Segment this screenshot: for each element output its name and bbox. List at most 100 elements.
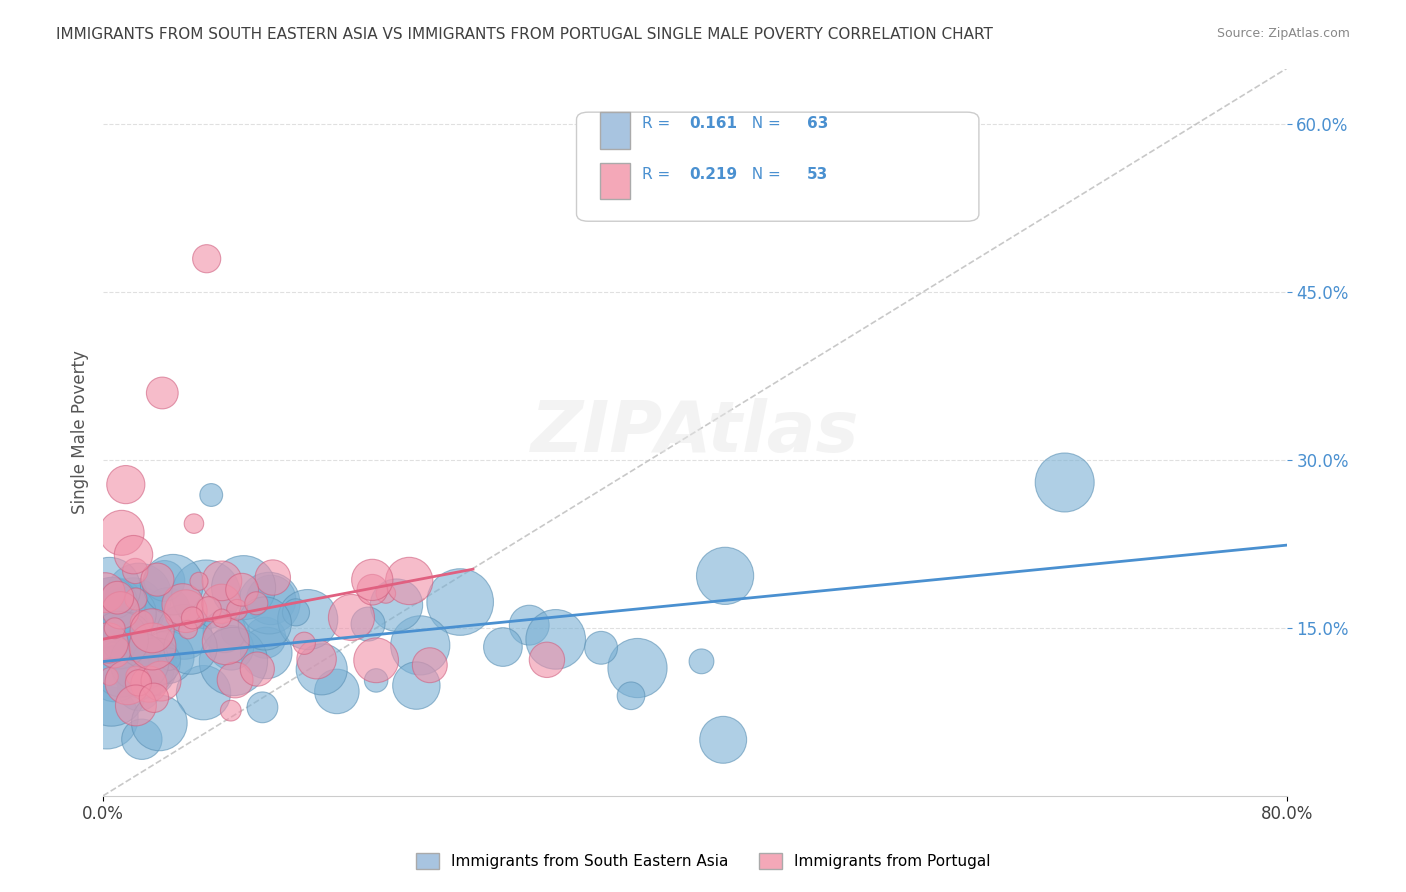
Point — [311, 662, 333, 676]
Point — [108, 633, 131, 648]
Point — [150, 674, 173, 689]
Point — [156, 603, 179, 617]
Point — [211, 611, 233, 625]
Point — [138, 677, 160, 691]
Point — [179, 640, 201, 655]
Text: Source: ZipAtlas.com: Source: ZipAtlas.com — [1216, 27, 1350, 40]
Point — [711, 732, 734, 747]
Text: N =: N = — [742, 167, 786, 182]
Point — [366, 673, 388, 688]
Point — [122, 615, 145, 630]
Point — [162, 577, 184, 591]
Point — [122, 602, 145, 616]
Point — [150, 386, 173, 401]
Point — [143, 690, 166, 705]
Point — [115, 631, 138, 645]
Point — [222, 655, 245, 669]
Point — [131, 615, 153, 629]
Point — [361, 573, 384, 587]
Point — [492, 640, 515, 654]
Point — [97, 636, 120, 650]
Point — [124, 669, 146, 683]
Point — [252, 700, 274, 714]
Point — [193, 686, 215, 700]
Point — [626, 661, 648, 675]
Point — [297, 613, 319, 627]
Point — [215, 634, 238, 648]
Point — [124, 564, 146, 578]
Point — [104, 666, 127, 681]
Text: IMMIGRANTS FROM SOUTH EASTERN ASIA VS IMMIGRANTS FROM PORTUGAL SINGLE MALE POVER: IMMIGRANTS FROM SOUTH EASTERN ASIA VS IM… — [56, 27, 993, 42]
Point — [110, 603, 132, 617]
FancyBboxPatch shape — [576, 112, 979, 221]
Point — [125, 698, 148, 713]
Point — [398, 574, 420, 588]
Point — [159, 652, 181, 666]
Point — [153, 644, 176, 658]
Point — [200, 488, 222, 502]
Point — [104, 621, 127, 635]
Point — [449, 595, 471, 609]
Point — [98, 582, 121, 596]
Point — [125, 592, 148, 607]
Point — [131, 732, 153, 747]
Point — [620, 689, 643, 703]
Point — [131, 659, 153, 673]
Point — [174, 604, 197, 618]
Point — [156, 650, 179, 665]
Point — [226, 603, 249, 617]
Point — [305, 652, 328, 666]
Point — [253, 616, 276, 631]
Point — [172, 598, 194, 612]
Point — [224, 673, 246, 687]
Point — [114, 477, 136, 491]
Point — [254, 631, 277, 645]
Text: 63: 63 — [807, 116, 828, 131]
Point — [128, 681, 150, 696]
Point — [536, 653, 558, 667]
Point — [260, 593, 283, 607]
Point — [544, 632, 567, 647]
Point — [122, 548, 145, 562]
Point — [257, 596, 280, 610]
Point — [128, 589, 150, 603]
Point — [366, 653, 388, 667]
Text: 53: 53 — [807, 167, 828, 182]
Point — [198, 602, 221, 616]
Point — [405, 679, 427, 693]
Text: R =: R = — [641, 116, 675, 131]
Point — [125, 641, 148, 656]
Point — [141, 624, 163, 638]
Bar — [600, 163, 630, 200]
Point — [326, 684, 349, 698]
Point — [127, 676, 149, 690]
Point — [409, 639, 432, 653]
Point — [211, 597, 233, 611]
Point — [181, 611, 204, 625]
Point — [141, 640, 163, 654]
Point — [118, 607, 141, 621]
Point — [340, 610, 363, 624]
Text: ZIPAtlas: ZIPAtlas — [530, 398, 859, 467]
Point — [690, 654, 713, 668]
Y-axis label: Single Male Poverty: Single Male Poverty — [72, 351, 89, 514]
Point — [111, 525, 134, 540]
Point — [221, 640, 243, 655]
Point — [100, 685, 122, 699]
Point — [224, 624, 246, 639]
Point — [245, 596, 267, 610]
Point — [517, 618, 540, 632]
Point — [177, 623, 200, 637]
Point — [173, 624, 195, 639]
Point — [103, 603, 125, 617]
Point — [361, 582, 384, 597]
Text: R =: R = — [641, 167, 675, 182]
Point — [231, 582, 253, 597]
Point — [714, 569, 737, 583]
Point — [211, 574, 233, 588]
Text: N =: N = — [742, 116, 786, 131]
Point — [128, 655, 150, 669]
Point — [146, 573, 169, 587]
Point — [195, 252, 218, 266]
Point — [219, 704, 242, 718]
